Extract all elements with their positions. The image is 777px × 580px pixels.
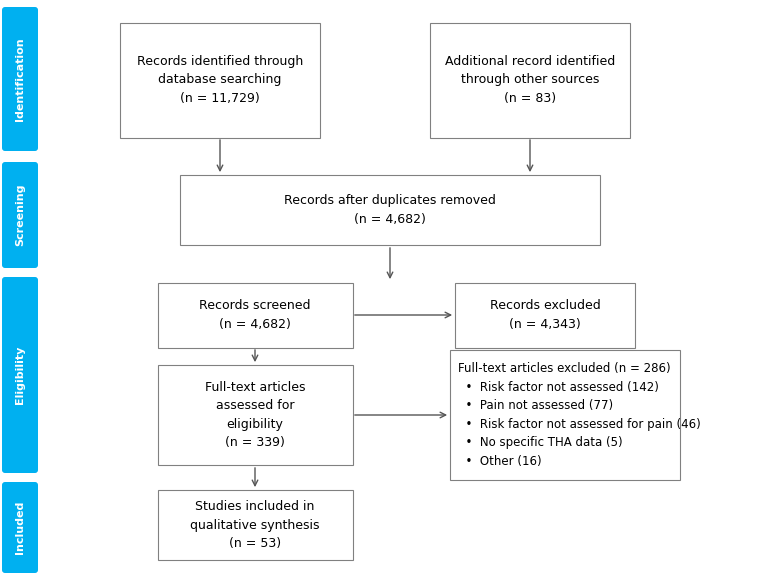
- FancyBboxPatch shape: [2, 7, 38, 151]
- Text: Records excluded
(n = 4,343): Records excluded (n = 4,343): [490, 299, 601, 331]
- Text: Eligibility: Eligibility: [15, 346, 25, 404]
- FancyBboxPatch shape: [455, 282, 635, 347]
- FancyBboxPatch shape: [450, 350, 680, 480]
- FancyBboxPatch shape: [180, 175, 600, 245]
- Text: Full-text articles
assessed for
eligibility
(n = 339): Full-text articles assessed for eligibil…: [205, 380, 305, 450]
- Text: Records screened
(n = 4,682): Records screened (n = 4,682): [199, 299, 311, 331]
- FancyBboxPatch shape: [2, 277, 38, 473]
- Text: Studies included in
qualitative synthesis
(n = 53): Studies included in qualitative synthesi…: [190, 500, 320, 550]
- FancyBboxPatch shape: [158, 365, 353, 465]
- Text: Identification: Identification: [15, 37, 25, 121]
- FancyBboxPatch shape: [430, 23, 630, 137]
- FancyBboxPatch shape: [158, 282, 353, 347]
- Text: Included: Included: [15, 501, 25, 554]
- FancyBboxPatch shape: [2, 162, 38, 268]
- Text: Records identified through
database searching
(n = 11,729): Records identified through database sear…: [137, 55, 303, 105]
- Text: Additional record identified
through other sources
(n = 83): Additional record identified through oth…: [445, 55, 615, 105]
- Text: Records after duplicates removed
(n = 4,682): Records after duplicates removed (n = 4,…: [284, 194, 496, 226]
- Text: Screening: Screening: [15, 184, 25, 246]
- FancyBboxPatch shape: [120, 23, 320, 137]
- Text: Full-text articles excluded (n = 286)
  •  Risk factor not assessed (142)
  •  P: Full-text articles excluded (n = 286) • …: [458, 362, 701, 467]
- FancyBboxPatch shape: [158, 490, 353, 560]
- FancyBboxPatch shape: [2, 482, 38, 573]
